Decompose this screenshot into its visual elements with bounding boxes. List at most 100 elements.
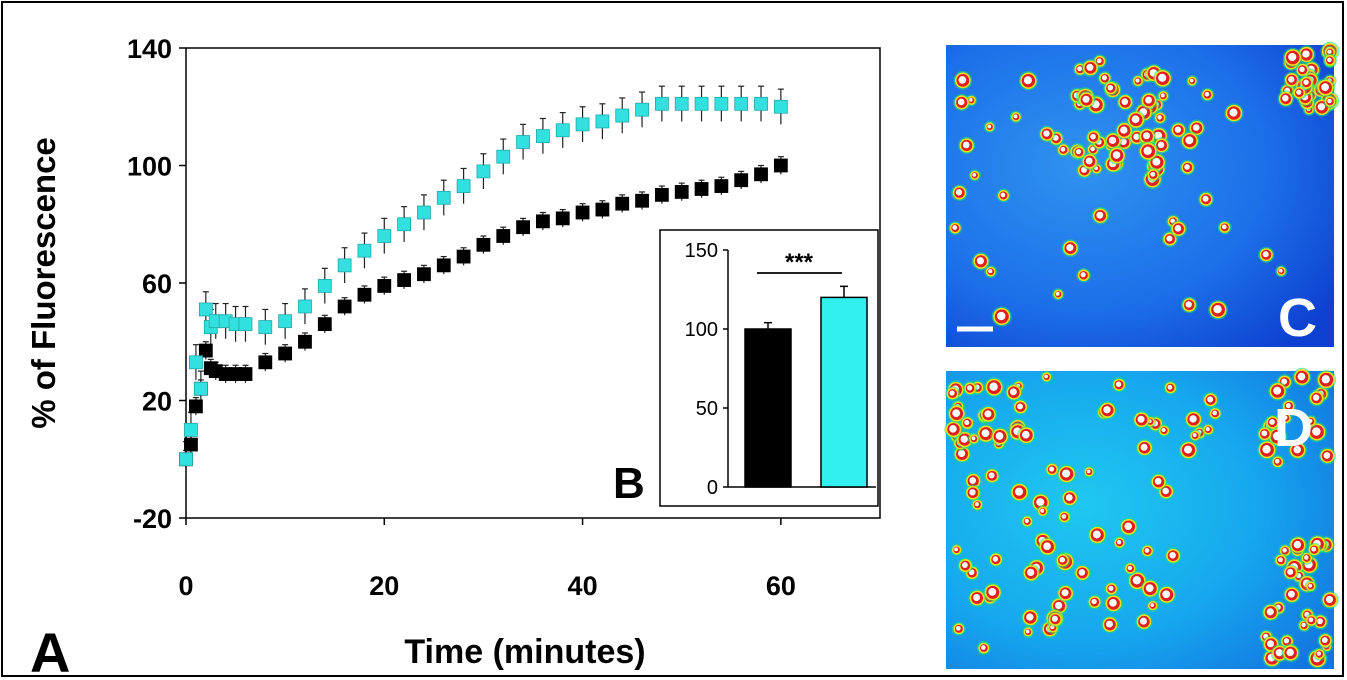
cell-core bbox=[958, 76, 967, 84]
cell-core bbox=[1107, 84, 1114, 91]
cell-core bbox=[1000, 192, 1006, 198]
panel-b-bar-1 bbox=[744, 328, 792, 488]
cell-core bbox=[984, 410, 992, 418]
cell-core bbox=[1167, 384, 1173, 390]
cell-core bbox=[1040, 508, 1045, 513]
series-1-point bbox=[417, 267, 431, 282]
cell-core bbox=[955, 189, 963, 196]
cell-core bbox=[1213, 305, 1222, 314]
cell-core bbox=[952, 409, 961, 417]
series-1-point bbox=[337, 299, 352, 314]
panel-a-letter: A bbox=[30, 621, 70, 680]
cell-core bbox=[1061, 514, 1067, 519]
series-2-point bbox=[377, 229, 392, 243]
cell-core bbox=[988, 587, 997, 596]
cell-core bbox=[1327, 98, 1332, 104]
cell-core bbox=[1278, 268, 1283, 273]
cell-core bbox=[1140, 443, 1148, 451]
panel-c-letter: C bbox=[1278, 288, 1317, 348]
cell-core bbox=[969, 489, 976, 496]
cell-core bbox=[1282, 548, 1287, 553]
series-2-point bbox=[198, 302, 213, 317]
cell-core bbox=[1108, 585, 1114, 591]
cell-core bbox=[1145, 584, 1154, 592]
cell-core bbox=[961, 562, 968, 569]
series-2-point bbox=[496, 149, 511, 164]
cell-core bbox=[955, 625, 961, 631]
series-1-point bbox=[516, 220, 530, 235]
series-1-point bbox=[536, 214, 550, 229]
series-2-point bbox=[674, 96, 689, 111]
cell-core bbox=[949, 425, 957, 433]
cell-core bbox=[1025, 629, 1030, 634]
cell-core bbox=[1229, 108, 1238, 117]
cell-core bbox=[987, 124, 992, 129]
panel-a-y-tick-label: 100 bbox=[127, 152, 172, 182]
series-1-point bbox=[258, 355, 273, 370]
cell-core bbox=[1285, 403, 1291, 409]
cell-core bbox=[1281, 378, 1288, 385]
series-2-point bbox=[317, 279, 332, 293]
cell-core bbox=[989, 382, 998, 391]
series-2-point bbox=[189, 355, 203, 370]
panel-d-letter: D bbox=[1274, 398, 1313, 458]
panel-a-x-axis-label: Time (minutes) bbox=[404, 633, 645, 671]
panel-c-background bbox=[946, 45, 1334, 347]
cell-core bbox=[954, 547, 959, 552]
cell-core bbox=[1055, 291, 1060, 296]
panel-d-cells bbox=[944, 367, 1339, 669]
series-2-point bbox=[278, 314, 293, 329]
cell-core bbox=[1283, 638, 1290, 644]
cell-core bbox=[1043, 542, 1051, 551]
cell-core bbox=[1282, 94, 1289, 102]
series-2-point bbox=[397, 217, 412, 232]
cell-core bbox=[1189, 78, 1194, 83]
cell-core bbox=[1160, 93, 1165, 98]
cell-core bbox=[1316, 651, 1322, 656]
cell-core bbox=[1301, 622, 1306, 628]
cell-core bbox=[1297, 372, 1306, 381]
cell-core bbox=[1091, 598, 1097, 605]
cell-core bbox=[1108, 136, 1117, 145]
cell-core bbox=[1287, 590, 1295, 598]
cell-core bbox=[973, 594, 981, 602]
series-2-point bbox=[635, 102, 649, 117]
cell-core bbox=[1139, 617, 1147, 625]
cell-core bbox=[992, 556, 999, 562]
cell-core bbox=[1262, 251, 1269, 258]
cell-core bbox=[1161, 427, 1166, 433]
series-2-point bbox=[436, 190, 451, 205]
cell-core bbox=[1150, 603, 1155, 607]
cell-core bbox=[1321, 375, 1330, 384]
series-2-point bbox=[417, 205, 431, 220]
panel-c-cells bbox=[948, 41, 1340, 327]
cell-core bbox=[1312, 427, 1321, 436]
cell-core bbox=[1308, 418, 1313, 424]
series-2-point bbox=[193, 381, 208, 396]
cell-core bbox=[1221, 224, 1227, 230]
cell-core bbox=[1312, 394, 1320, 401]
series-1-point bbox=[456, 249, 471, 264]
series-2-point bbox=[694, 96, 709, 111]
cell-core bbox=[967, 385, 973, 391]
panel-b-y-tick-label: 50 bbox=[696, 398, 718, 420]
series-2-point bbox=[615, 108, 630, 123]
panel-b-y-ticks: 0 50 100 150 bbox=[685, 240, 728, 499]
cell-core bbox=[988, 269, 993, 274]
cell-core bbox=[1077, 66, 1083, 72]
panel-c-image: C bbox=[946, 41, 1340, 348]
panel-a-x-tick-label: 40 bbox=[568, 571, 598, 601]
panel-b-y-tick-label: 100 bbox=[685, 319, 718, 341]
cell-core bbox=[1327, 57, 1332, 63]
cell-core bbox=[1090, 133, 1096, 140]
cell-core bbox=[1273, 386, 1282, 395]
series-1-point bbox=[317, 317, 332, 332]
series-1-point bbox=[184, 437, 198, 452]
cell-core bbox=[1184, 164, 1190, 170]
series-1-point bbox=[754, 167, 768, 182]
cell-core bbox=[972, 172, 977, 177]
cell-core bbox=[1157, 115, 1162, 120]
cell-core bbox=[1017, 403, 1023, 410]
